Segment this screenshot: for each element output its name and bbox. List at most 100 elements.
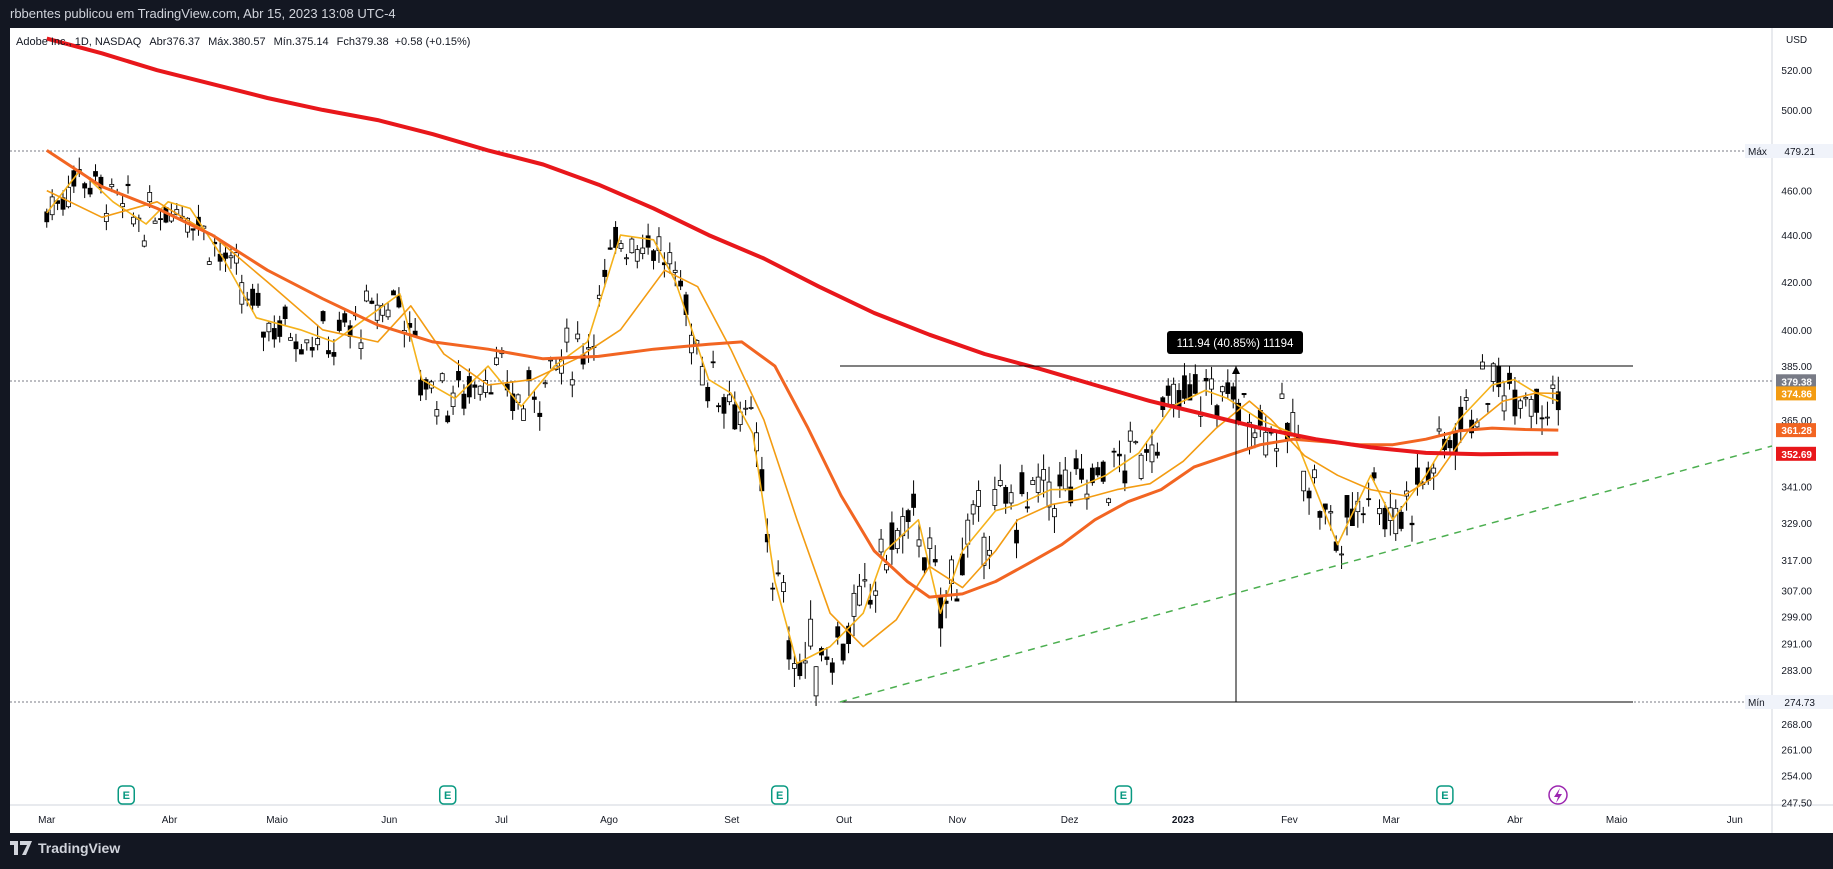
candle-body: [1274, 448, 1279, 452]
candle-body: [434, 409, 440, 417]
candle-body: [732, 404, 738, 430]
measure-label-box: 111.94 (40.85%) 11194: [1167, 331, 1303, 354]
candle-body: [1073, 458, 1079, 470]
candle-body: [1252, 432, 1258, 439]
candle-body: [808, 618, 814, 647]
candle-body: [483, 379, 488, 393]
candle-body: [867, 599, 873, 605]
price-label-tag: 352.69: [1776, 446, 1816, 461]
earnings-marker[interactable]: E: [438, 785, 457, 805]
candle-body: [548, 359, 554, 362]
candle-body: [1225, 382, 1231, 394]
candle-body: [705, 386, 711, 402]
candle-body: [336, 319, 342, 331]
candle-body: [131, 216, 136, 225]
candle-body: [1203, 377, 1209, 382]
min-label-box: Mín 274.73: [1745, 695, 1833, 709]
candle-body: [1485, 403, 1491, 405]
candle-body: [1490, 363, 1496, 382]
candle-body: [840, 643, 846, 661]
measure-arrow-icon: [1232, 366, 1240, 374]
candle-body: [488, 392, 494, 395]
candle-body: [1507, 372, 1512, 384]
candle-body: [1230, 386, 1236, 400]
candle-body: [1366, 498, 1372, 501]
candle-body: [223, 252, 228, 259]
candle-body: [1122, 470, 1128, 484]
candle-body: [672, 269, 678, 273]
candle-body: [1030, 480, 1036, 485]
candle-body: [884, 564, 889, 571]
candle-body: [1339, 553, 1344, 556]
candle-body: [1398, 511, 1404, 529]
candle-body: [1187, 384, 1193, 401]
y-tick-label: 520.00: [1781, 66, 1812, 77]
y-tick-label: 440.00: [1781, 231, 1812, 242]
candle-body: [277, 320, 283, 337]
candle-body: [385, 309, 391, 318]
price-label-value: 379.38: [1781, 377, 1812, 388]
candle-body: [1322, 503, 1328, 510]
candle-body: [1377, 508, 1382, 515]
candle-body: [109, 183, 115, 188]
earnings-icon: E: [1120, 790, 1127, 802]
candle-body: [1382, 507, 1388, 530]
candle-body: [802, 660, 808, 664]
measure-label: 111.94 (40.85%) 11194: [1177, 338, 1294, 350]
candle-body: [1138, 454, 1144, 479]
candle-body: [1035, 476, 1041, 493]
max-label-box: Máx 479.21: [1745, 144, 1833, 158]
candle-body: [261, 331, 266, 338]
candle-body: [1176, 390, 1182, 409]
candle-body: [1301, 470, 1307, 492]
candle-body: [1279, 393, 1285, 399]
candle-body: [1393, 507, 1399, 535]
moving-average-line[interactable]: [46, 36, 1559, 457]
earnings-marker[interactable]: E: [117, 785, 136, 805]
x-tick-label: Ago: [600, 815, 618, 826]
candle-body: [916, 539, 922, 547]
brand-footer: TradingView: [10, 840, 120, 856]
y-tick-label: 500.00: [1781, 106, 1812, 117]
candle-body: [1501, 395, 1507, 412]
candle-body: [824, 656, 830, 660]
candle-body: [298, 349, 304, 355]
candle-body: [878, 538, 884, 553]
candle-body: [1409, 522, 1415, 526]
moving-average-line[interactable]: [46, 189, 1559, 648]
candle-body: [1241, 393, 1247, 396]
candle-body: [1328, 511, 1334, 514]
candle-body: [1057, 474, 1063, 487]
candle-body: [1024, 506, 1030, 509]
earnings-marker[interactable]: E: [1114, 785, 1133, 805]
x-tick-label: Mar: [1382, 815, 1400, 826]
lightning-icon: [1554, 788, 1562, 803]
candle-body: [1019, 472, 1025, 495]
price-label-value: 352.69: [1781, 450, 1812, 461]
dividend-marker[interactable]: [1548, 785, 1568, 805]
candle-body: [250, 288, 256, 306]
candle-body: [602, 269, 608, 277]
candle-body: [1003, 487, 1009, 504]
moving-average-line[interactable]: [46, 169, 1559, 665]
max-label: Máx: [1748, 147, 1767, 158]
candle-body: [797, 662, 803, 677]
candle-body: [304, 339, 310, 344]
candle-body: [158, 218, 163, 221]
y-tick-label: 385.00: [1781, 362, 1812, 373]
y-tick-label: 291.00: [1781, 639, 1812, 650]
candle-body: [1534, 388, 1540, 413]
legend-change: +0.58 (+0.15%): [395, 36, 471, 48]
earnings-marker[interactable]: E: [770, 785, 789, 805]
candle-body: [932, 559, 938, 563]
candle-body: [770, 587, 776, 590]
candle-body: [472, 384, 478, 388]
earnings-marker[interactable]: E: [1436, 785, 1454, 805]
x-tick-label: Jun: [1727, 815, 1743, 826]
candle-body: [678, 280, 684, 287]
y-tick-label: 283.00: [1781, 666, 1812, 677]
candle-body: [293, 341, 299, 350]
candle-body: [239, 282, 245, 305]
